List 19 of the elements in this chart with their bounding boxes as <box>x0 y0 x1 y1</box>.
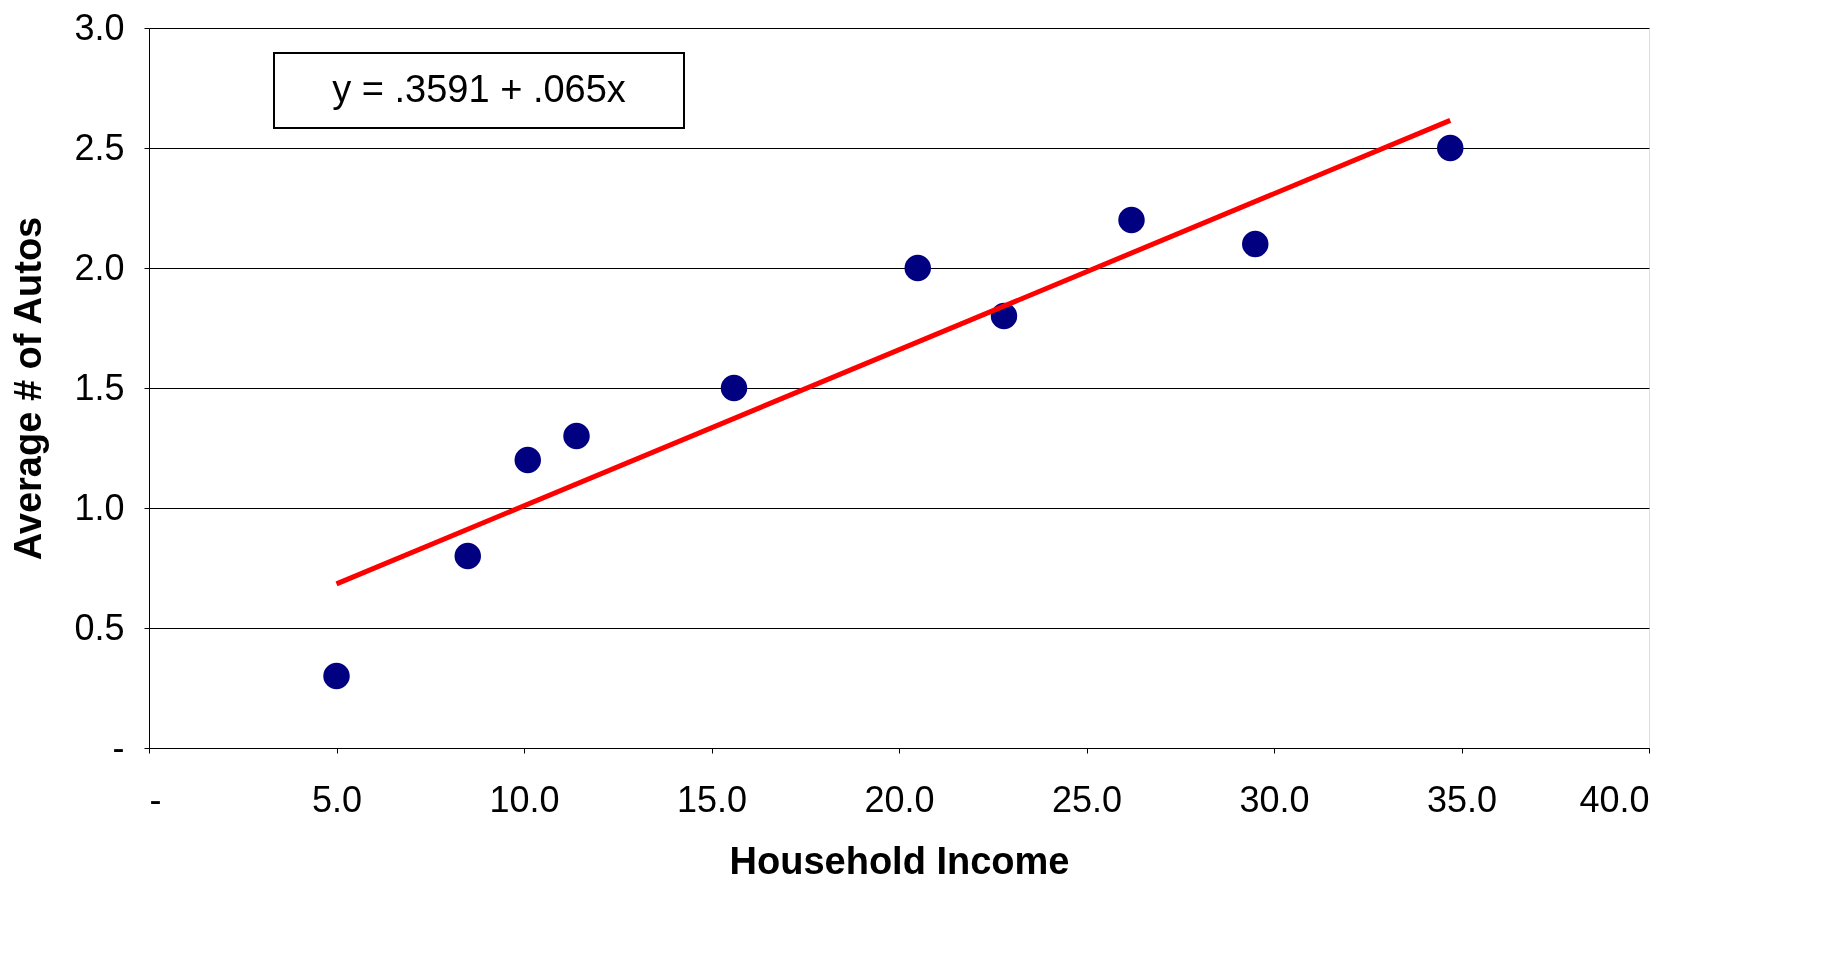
y-tick-label: 1.5 <box>74 366 125 408</box>
y-axis-title: Average # of Autos <box>7 216 50 561</box>
y-tick-label: 1.0 <box>74 486 125 528</box>
x-tick-label: 40.0 <box>1579 778 1650 820</box>
x-axis-title: Household Income <box>729 839 1070 882</box>
y-tick-label: 2.5 <box>74 126 125 168</box>
x-tick-label: 5.0 <box>311 778 363 820</box>
x-tick-label: - <box>149 778 162 820</box>
y-tick-label: 2.0 <box>74 246 125 288</box>
x-tick-label: 10.0 <box>489 778 560 820</box>
x-tick-label: 20.0 <box>864 778 935 820</box>
x-tick-label: 25.0 <box>1051 778 1123 820</box>
x-tick-label: 15.0 <box>676 778 748 820</box>
x-tick-label: 30.0 <box>1239 778 1310 820</box>
x-tick-label: 35.0 <box>1426 778 1498 820</box>
annotation: y = .3591 + .065x <box>332 68 626 110</box>
y-tick-label: 0.5 <box>74 606 125 648</box>
y-tick-label: - <box>112 726 125 768</box>
y-tick-label: 3.0 <box>74 6 125 48</box>
